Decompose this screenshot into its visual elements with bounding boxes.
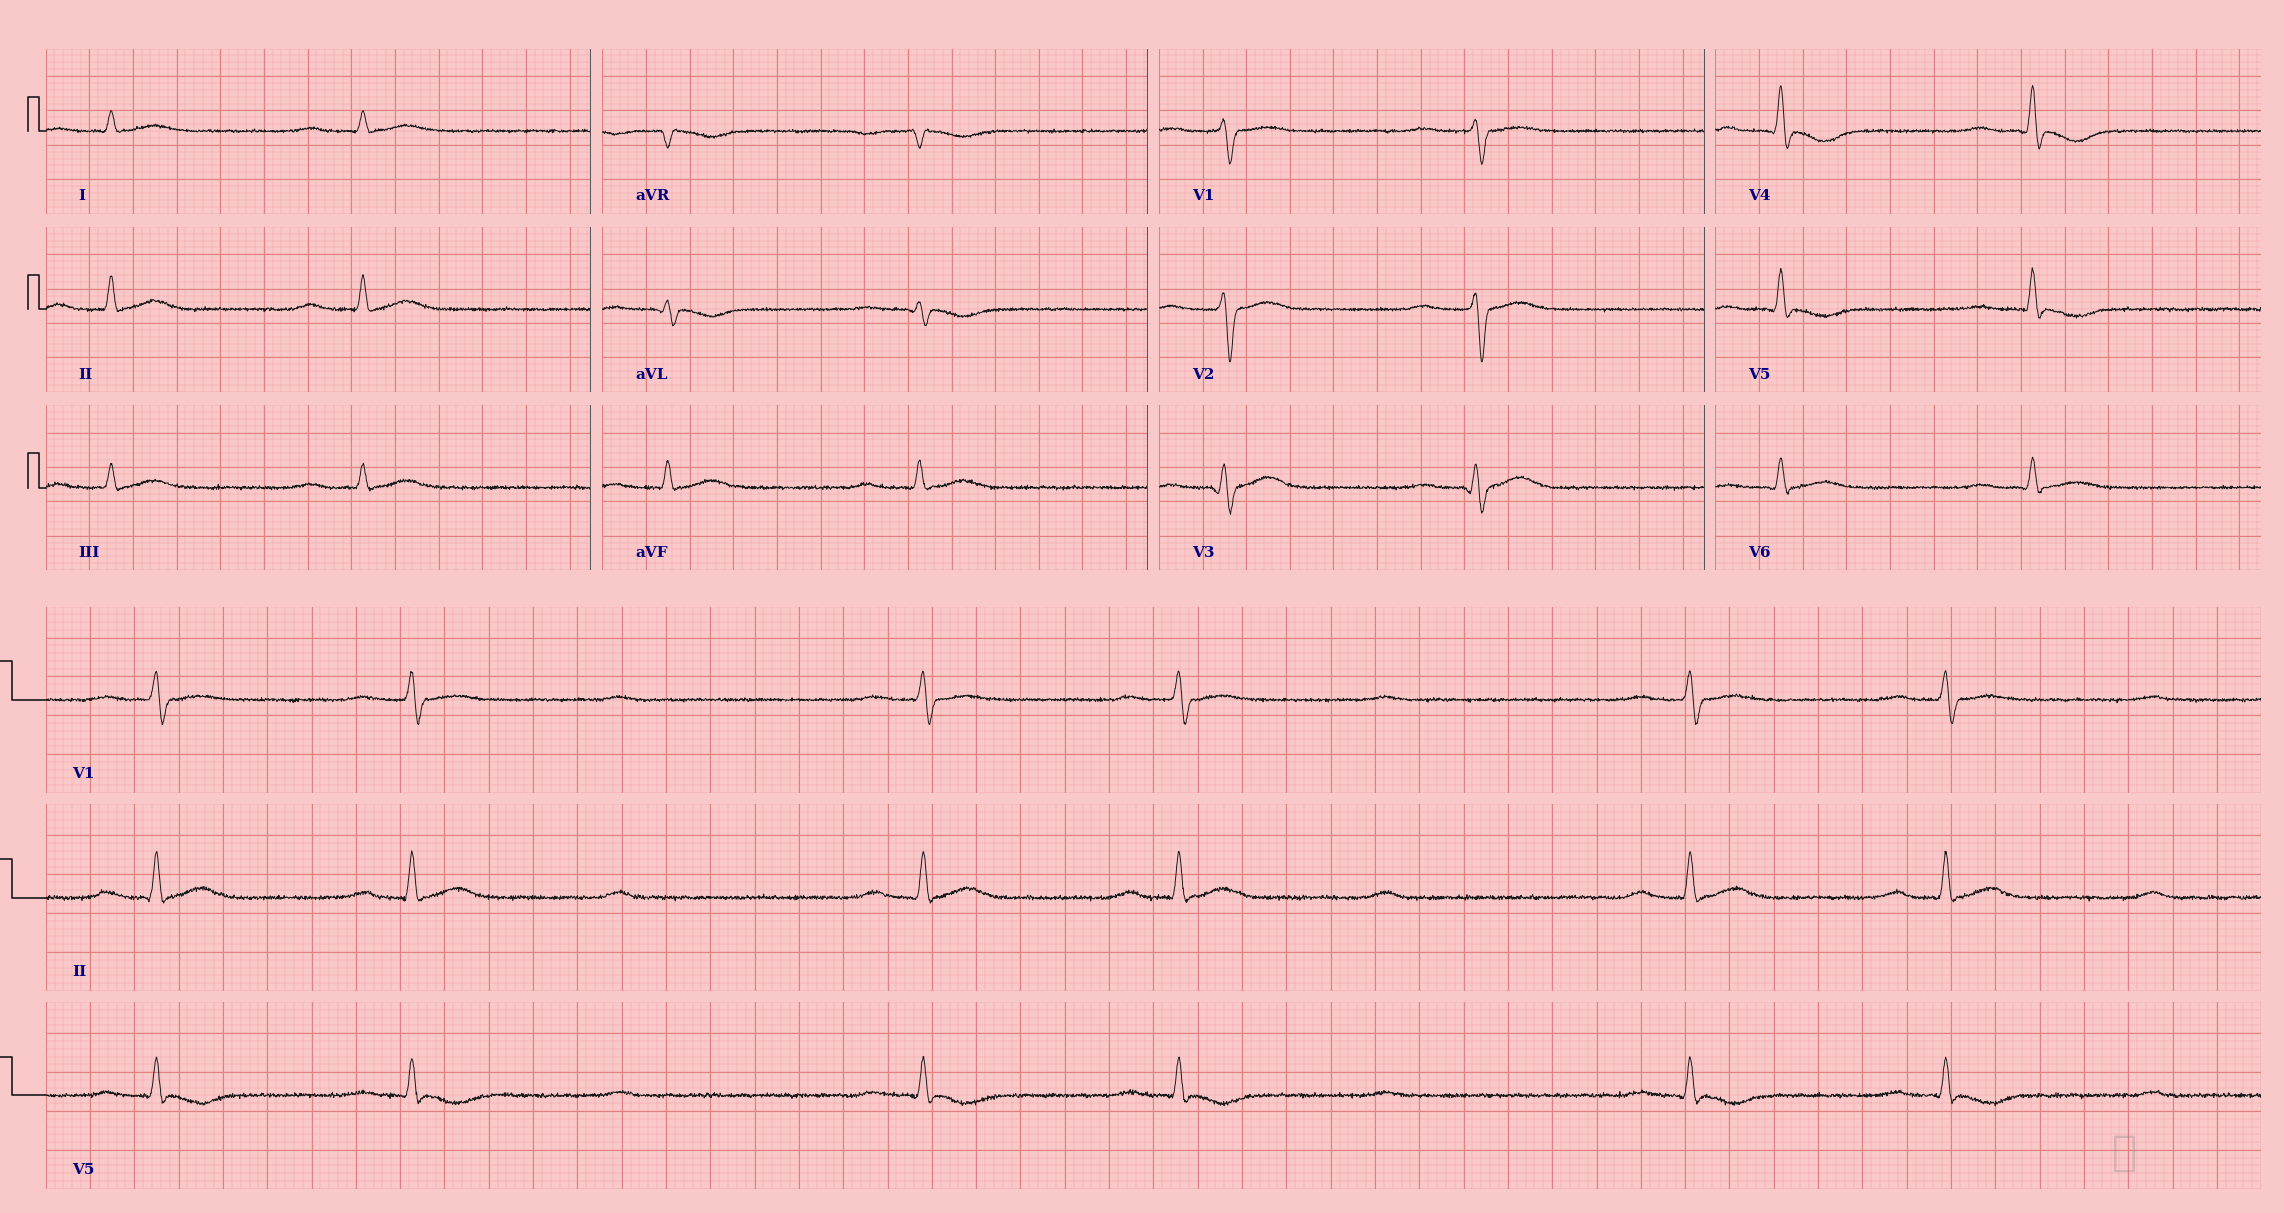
Text: aVF: aVF [635,546,667,560]
Text: V6: V6 [1747,546,1770,560]
Text: V3: V3 [1192,546,1215,560]
Text: II: II [78,368,94,382]
Text: V4: V4 [1747,189,1770,204]
Text: aVR: aVR [635,189,669,204]
Text: I: I [78,189,85,204]
Text: V5: V5 [1747,368,1770,382]
Text: III: III [78,546,100,560]
Text: V5: V5 [73,1163,94,1177]
Text: aVL: aVL [635,368,667,382]
Text: II: II [73,966,87,979]
Text: V1: V1 [73,767,94,781]
Text: 🐂: 🐂 [2113,1132,2136,1173]
Text: V1: V1 [1192,189,1215,204]
Text: V2: V2 [1192,368,1215,382]
